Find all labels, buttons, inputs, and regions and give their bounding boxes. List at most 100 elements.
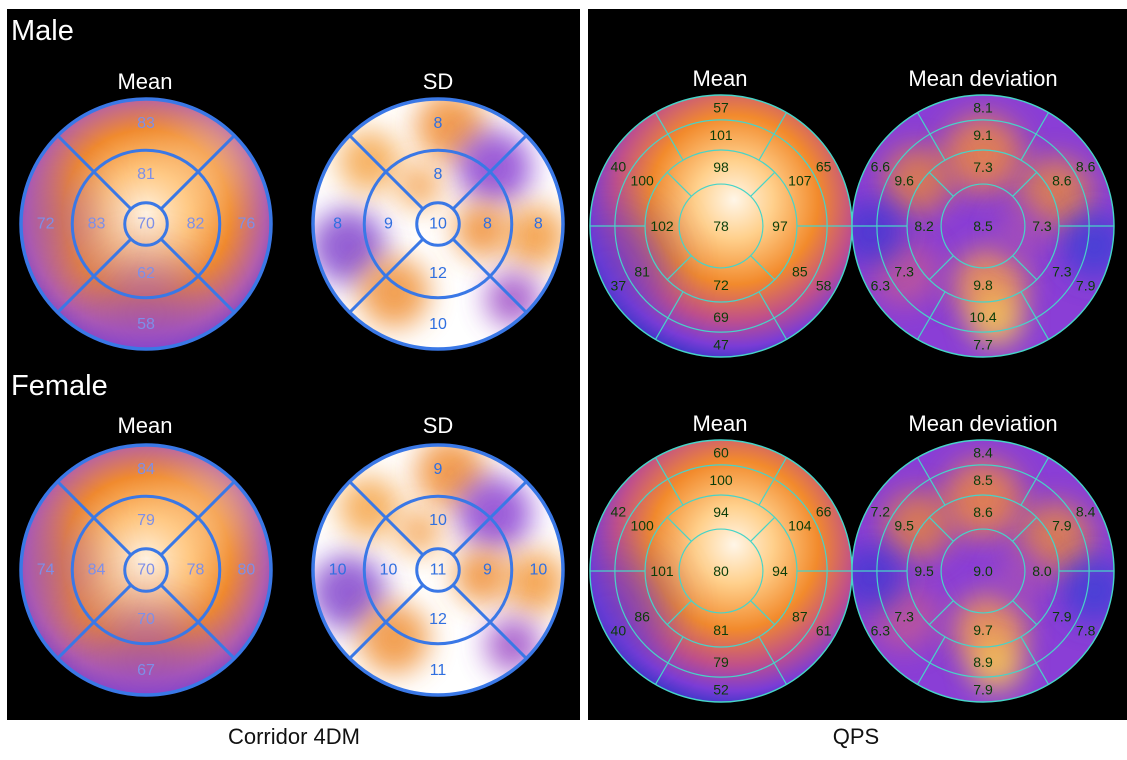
mid-segment-value: 8.0 [1032,563,1052,579]
basal-inner-value: 100 [630,517,654,533]
basal-inner-value: 8.9 [973,654,993,670]
polar-map: 78 98 97 72 102 101 107 85 69 81 100 57 65 58 47 37 40 [589,94,853,358]
mid-segment-value: 9 [483,562,492,579]
basal-inner-value: 100 [630,172,654,188]
polar-map: 8.5 7.3 7.3 9.8 8.2 9.1 8.6 7.3 10.4 7.3 9.6 8.1 8.6… [851,94,1115,358]
qps-female-deviation-title: Mean deviation [908,411,1058,436]
mid-segment-value: 101 [650,563,674,579]
basal-inner-value: 85 [792,264,808,280]
basal-outer-value: 52 [713,682,729,698]
basal-outer-value: 37 [611,277,627,293]
mid-segment-value: 81 [713,622,729,638]
outer-segment-value: 67 [137,662,155,679]
basal-inner-value: 81 [634,264,650,280]
mid-segment-value: 94 [772,563,788,579]
basal-outer-value: 61 [816,622,832,638]
apex-value: 10 [429,216,447,233]
outer-segment-value: 8 [434,115,443,132]
outer-segment-value: 8 [534,216,543,233]
basal-inner-value: 8.6 [1052,172,1072,188]
basal-outer-value: 40 [611,622,627,638]
male-sd-title: SD [422,69,454,94]
corridor-4dm-caption: Corridor 4DM [227,724,361,749]
basal-inner-value: 8.5 [973,472,993,488]
apex-value: 70 [137,562,155,579]
basal-inner-value: 101 [709,127,733,143]
basal-inner-value: 9.5 [894,517,914,533]
basal-inner-value: 79 [713,654,729,670]
basal-inner-value: 9.1 [973,127,993,143]
mid-segment-value: 10 [380,562,398,579]
mid-segment-value: 81 [137,166,155,183]
basal-inner-value: 7.9 [1052,609,1072,625]
basal-outer-value: 65 [816,159,832,175]
mid-segment-value: 98 [713,159,729,175]
mid-segment-value: 79 [137,512,155,529]
basal-outer-value: 58 [816,277,832,293]
basal-inner-value: 107 [788,172,812,188]
basal-inner-value: 104 [788,517,812,533]
qps-panel: 78 98 97 72 102 101 107 85 69 81 100 57 65 58 47 37 40 8.… [588,9,1127,720]
basal-outer-value: 57 [713,99,729,115]
basal-outer-value: 47 [713,337,729,353]
apex-value: 80 [713,563,729,579]
apex-value: 70 [137,216,155,233]
qps-polar-maps: 78 98 97 72 102 101 107 85 69 81 100 57 65 58 47 37 40 8.… [589,94,1115,703]
basal-outer-value: 6.6 [871,159,891,175]
mid-segment-value: 8.2 [914,218,934,234]
male-mean-polar-map: 70 81 82 62 83 83 76 58 72 10 8 8 12 9 8 8 10 8 70 79 78 70 84… [19,97,565,697]
male-label: Male [11,15,74,47]
outer-segment-value: 83 [137,115,155,132]
basal-outer-value: 7.7 [973,337,993,353]
basal-outer-value: 7.9 [1076,277,1096,293]
mid-segment-value: 8 [483,216,492,233]
mid-segment-value: 70 [137,611,155,628]
female-label: Female [11,370,108,402]
basal-outer-value: 6.3 [871,622,891,638]
mid-segment-value: 97 [772,218,788,234]
female-mean-title: Mean [117,413,173,438]
basal-inner-value: 9.6 [894,172,914,188]
mid-segment-value: 8.6 [973,504,993,520]
basal-inner-value: 7.9 [1052,517,1072,533]
mid-segment-value: 7.3 [973,159,993,175]
corridor-4dm-panel: Male Mean SD 70 81 82 62 83 83 76 58 72 10 8 8 12 9 8 8… [7,9,580,720]
outer-segment-value: 10 [429,316,447,333]
outer-segment-value: 10 [529,562,547,579]
mid-segment-value: 72 [713,277,729,293]
apex-value: 8.5 [973,218,993,234]
basal-outer-value: 8.4 [973,444,993,460]
mid-segment-value: 9.5 [914,563,934,579]
apex-value: 11 [430,562,447,579]
polar-map: 9.08.68.09.79.58.57.97.98.97.39.58.48.47… [851,439,1115,703]
outer-segment-value: 58 [137,316,155,333]
basal-outer-value: 60 [713,444,729,460]
basal-outer-value: 8.4 [1076,504,1096,520]
qps-female-mean-title: Mean [692,411,748,436]
polar-map: 70 81 82 62 83 83 76 58 72 [19,97,273,351]
mid-segment-value: 78 [187,562,205,579]
mid-segment-value: 62 [137,265,155,282]
qps-caption: QPS [832,724,880,749]
mid-segment-value: 10 [429,512,447,529]
basal-outer-value: 40 [611,159,627,175]
basal-inner-value: 7.3 [894,609,914,625]
outer-segment-value: 80 [237,562,255,579]
outer-segment-value: 11 [430,662,447,679]
basal-inner-value: 100 [709,472,733,488]
mid-segment-value: 12 [429,611,447,628]
polar-map: 10 8 8 12 9 8 8 10 8 [311,97,565,351]
outer-segment-value: 74 [37,562,55,579]
outer-segment-value: 72 [37,216,55,233]
mid-segment-value: 7.3 [1032,218,1052,234]
mid-segment-value: 9.8 [973,277,993,293]
apex-value: 78 [713,218,729,234]
basal-inner-value: 87 [792,609,808,625]
basal-outer-value: 42 [611,504,627,520]
basal-outer-value: 7.9 [973,682,993,698]
basal-outer-value: 8.1 [973,99,993,115]
polar-map: 11 10 9 12 10 9 10 11 10 [311,443,565,697]
mid-segment-value: 9 [384,216,393,233]
basal-inner-value: 7.3 [894,264,914,280]
qps-male-deviation-title: Mean deviation [908,66,1058,91]
